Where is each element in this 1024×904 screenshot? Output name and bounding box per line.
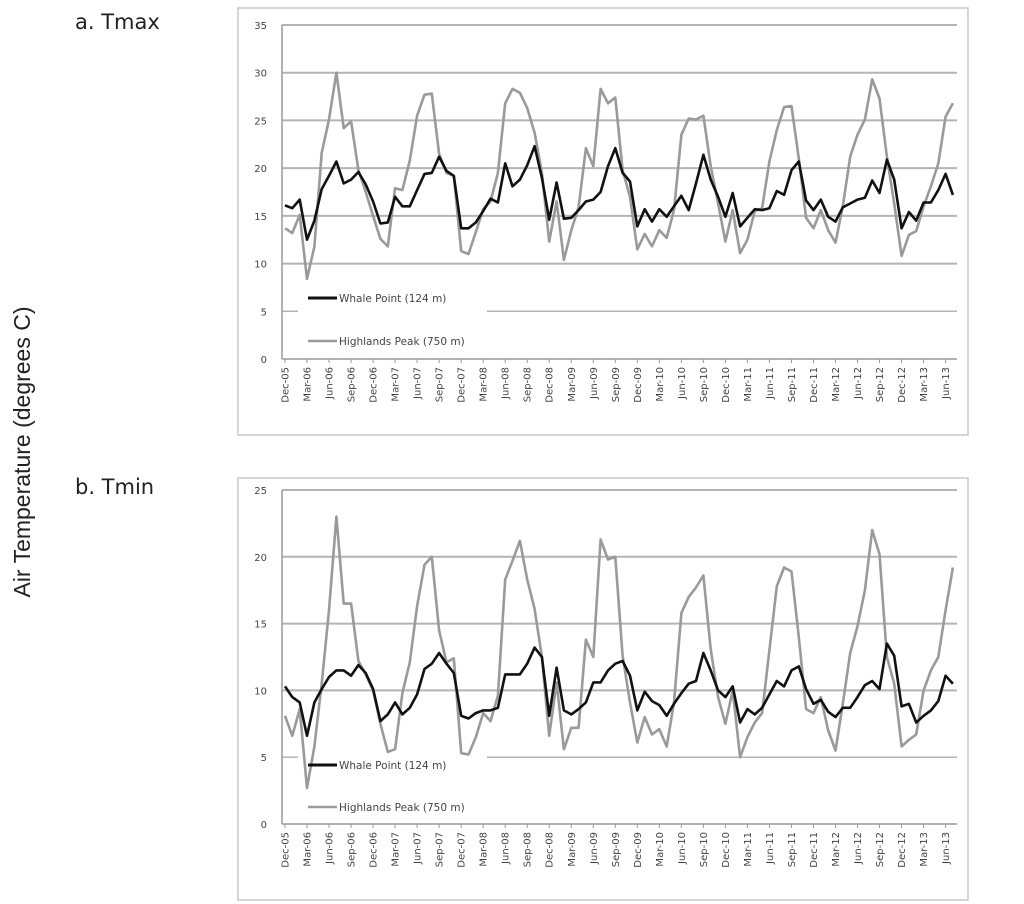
y-tick-label: 5 — [261, 307, 267, 318]
y-tick-label: 5 — [261, 753, 267, 764]
x-tick-label: Jun-09 — [589, 832, 600, 865]
x-tick-label: Dec-06 — [369, 367, 380, 403]
x-tick-label: Jun-11 — [765, 832, 776, 865]
legend-label-whale-point: Whale Point (124 m) — [339, 760, 446, 772]
x-tick-label: Jun-08 — [501, 832, 512, 865]
x-tick-label: Jun-07 — [413, 832, 424, 865]
x-tick-label: Dec-08 — [545, 367, 556, 403]
x-tick-label: Sep-08 — [523, 367, 534, 402]
series-line-whale-point — [284, 144, 955, 241]
y-tick-label: 10 — [254, 260, 267, 271]
x-tick-label: Sep-10 — [699, 832, 710, 867]
y-tick-label: 20 — [254, 164, 267, 175]
x-tick-label: Jun-10 — [677, 832, 688, 865]
x-tick-label: Jun-06 — [325, 367, 336, 400]
x-tick-label: Dec-05 — [281, 832, 292, 868]
x-tick-label: Dec-11 — [809, 832, 820, 868]
x-tick-label: Sep-11 — [787, 832, 798, 867]
x-tick-label: Dec-10 — [721, 832, 732, 868]
y-tick-label: 10 — [254, 686, 267, 697]
y-tick-label: 30 — [254, 69, 267, 80]
legend-label-highlands-peak: Highlands Peak (750 m) — [339, 336, 465, 348]
x-tick-label: Dec-11 — [809, 367, 820, 403]
y-tick-label: 35 — [254, 21, 267, 32]
legend-label-highlands-peak: Highlands Peak (750 m) — [339, 802, 465, 814]
x-tick-label: Sep-09 — [611, 832, 622, 867]
x-tick-label: Mar-08 — [479, 367, 490, 402]
y-tick-label: 25 — [254, 486, 267, 497]
x-tick-label: Sep-09 — [611, 367, 622, 402]
panel-a-tmax-chart: 0 5 10 15 20 25 30 35 Dec-05 Mar-06 Jun-06 Sep-06 De… — [237, 7, 969, 436]
legend: Whale Point (124 m) Highlands Peak (750 m… — [308, 293, 465, 348]
y-tick-label: 20 — [254, 553, 267, 564]
x-tick-label: Jun-07 — [413, 367, 424, 400]
panel-b-tmin-chart: 0 5 10 15 20 25 Dec-05 Mar-06 Jun-06 Sep-06 Dec-06… — [237, 477, 969, 901]
x-tick-label: Mar-11 — [743, 367, 754, 402]
x-tick-label: Mar-07 — [391, 367, 402, 402]
x-tick-label: Sep-11 — [787, 367, 798, 402]
x-tick-label: Dec-12 — [897, 367, 908, 403]
y-tick-label: 25 — [254, 116, 267, 127]
y-axis-label: Air Temperature (degrees C) — [9, 306, 35, 597]
x-tick-label: Jun-13 — [941, 832, 952, 865]
x-tick-label: Sep-07 — [435, 367, 446, 402]
x-tick-label: Jun-08 — [501, 367, 512, 400]
x-tick-label: Jun-13 — [941, 367, 952, 400]
legend: Whale Point (124 m) Highlands Peak (750 m… — [308, 760, 465, 814]
x-tick-label: Jun-10 — [677, 367, 688, 400]
x-tick-label: Dec-09 — [633, 367, 644, 403]
panel-a-title: a. Tmax — [75, 10, 160, 34]
x-tick-label: Mar-08 — [479, 832, 490, 867]
x-tick-label: Mar-06 — [303, 367, 314, 402]
x-tick-label: Mar-10 — [655, 367, 666, 402]
x-tick-label: Dec-10 — [721, 367, 732, 403]
x-tick-label: Dec-12 — [897, 832, 908, 868]
x-tick-label: Dec-07 — [457, 832, 468, 868]
panel-b-title: b. Tmin — [75, 475, 154, 499]
x-tick-label: Dec-09 — [633, 832, 644, 868]
x-tick-label: Mar-07 — [391, 832, 402, 867]
x-tick-label: Jun-11 — [765, 367, 776, 400]
x-tick-label: Jun-12 — [853, 367, 864, 400]
x-tick-label: Mar-09 — [567, 367, 578, 402]
x-tick-label: Dec-08 — [545, 832, 556, 868]
x-tick-label: Sep-06 — [347, 832, 358, 867]
x-tick-label: Mar-06 — [303, 832, 314, 867]
x-tick-label: Sep-12 — [875, 832, 886, 867]
x-tick-label: Sep-07 — [435, 832, 446, 867]
x-tick-label: Mar-13 — [919, 367, 930, 402]
y-tick-label: 15 — [254, 212, 267, 223]
series-line-highlands-peak — [284, 71, 955, 281]
x-tick-label: Dec-07 — [457, 367, 468, 403]
series-line-whale-point — [283, 642, 954, 738]
x-tick-label: Mar-12 — [831, 832, 842, 867]
y-tick-label: 0 — [261, 820, 267, 831]
x-tick-label: Jun-09 — [589, 367, 600, 400]
x-tick-label: Sep-06 — [347, 367, 358, 402]
series-line-highlands-peak — [283, 515, 955, 790]
legend-label-whale-point: Whale Point (124 m) — [339, 293, 446, 305]
x-tick-label: Mar-09 — [567, 832, 578, 867]
x-tick-label: Jun-06 — [325, 832, 336, 865]
x-tick-label: Mar-10 — [655, 832, 666, 867]
x-tick-label: Mar-13 — [919, 832, 930, 867]
y-tick-label: 0 — [261, 355, 267, 366]
x-tick-label: Mar-11 — [743, 832, 754, 867]
x-tick-label: Sep-10 — [699, 367, 710, 402]
x-tick-label: Sep-12 — [875, 367, 886, 402]
x-tick-label: Dec-05 — [281, 367, 292, 403]
y-tick-label: 15 — [254, 620, 267, 631]
x-tick-label: Sep-08 — [523, 832, 534, 867]
chart-frame — [237, 7, 969, 436]
x-tick-label: Dec-06 — [369, 832, 380, 868]
chart-frame — [237, 477, 969, 901]
x-tick-label: Mar-12 — [831, 367, 842, 402]
x-tick-label: Jun-12 — [853, 832, 864, 865]
